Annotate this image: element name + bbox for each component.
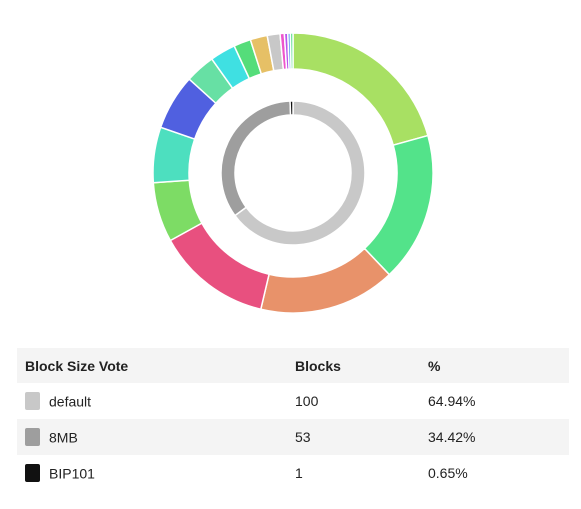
header-blocks: Blocks	[287, 348, 420, 383]
vote-cell: BIP101	[17, 455, 287, 491]
vote-label: default	[49, 393, 92, 410]
block-size-vote-table: Block Size Vote Blocks % default 100 64.…	[17, 348, 569, 491]
blocks-cell: 53	[287, 419, 420, 455]
outer-slice	[259, 247, 391, 314]
vote-label: BIP101	[49, 465, 95, 482]
percent-cell: 0.65%	[428, 465, 468, 481]
outer-ring	[152, 32, 434, 314]
outer-slice	[292, 32, 429, 147]
outer-slice	[169, 222, 270, 311]
inner-ring	[220, 100, 366, 246]
table-header-row: Block Size Vote Blocks %	[17, 348, 569, 383]
table-row: BIP101 1 0.65%	[17, 455, 569, 491]
header-block-size-vote: Block Size Vote	[17, 348, 287, 383]
vote-cell: default	[17, 383, 287, 419]
color-swatch	[25, 464, 40, 483]
inner-slice	[220, 100, 292, 217]
table-row: default 100 64.94%	[17, 383, 569, 419]
outer-slice	[289, 32, 294, 70]
color-swatch	[25, 392, 40, 411]
percent-cell: 34.42%	[420, 419, 569, 455]
donut-chart	[152, 32, 434, 314]
outer-slice	[363, 134, 434, 276]
table-row: 8MB 53 34.42%	[17, 419, 569, 455]
color-swatch	[25, 428, 40, 447]
inner-slice	[289, 100, 294, 116]
blocks-cell: 1	[295, 465, 303, 481]
header-percent: %	[420, 348, 569, 383]
vote-label: 8MB	[49, 429, 78, 446]
blocks-cell: 100	[295, 393, 319, 409]
percent-cell: 64.94%	[428, 393, 476, 409]
vote-cell: 8MB	[17, 419, 287, 455]
